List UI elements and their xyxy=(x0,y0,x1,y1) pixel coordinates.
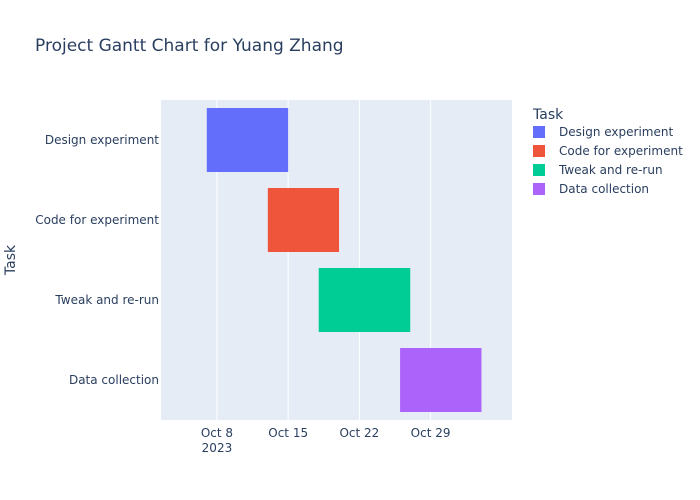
y-tick-label: Tweak and re-run xyxy=(54,293,159,307)
y-axis-title: Task xyxy=(3,244,19,276)
gantt-bar[interactable] xyxy=(206,108,289,172)
legend-title: Task xyxy=(532,107,564,123)
y-tick-label: Design experiment xyxy=(45,133,159,147)
chart-title: Project Gantt Chart for Yuang Zhang xyxy=(35,36,344,56)
legend-swatch[interactable] xyxy=(533,183,545,195)
legend-item-label[interactable]: Code for experiment xyxy=(559,144,683,158)
legend-swatch[interactable] xyxy=(533,126,545,138)
x-tick-label: Oct 29 xyxy=(411,426,451,440)
x-tick-label: Oct 15 xyxy=(268,426,308,440)
y-axis-ticks: Design experiment Code for experiment Twea… xyxy=(35,133,159,387)
x-tick-label: Oct 8 xyxy=(201,426,233,440)
x-tick-label: Oct 22 xyxy=(339,426,379,440)
legend-item-label[interactable]: Tweak and re-run xyxy=(558,163,663,177)
legend-swatch[interactable] xyxy=(533,164,545,176)
gantt-bar[interactable] xyxy=(318,268,411,332)
legend-item-label[interactable]: Data collection xyxy=(559,182,649,196)
gantt-bar[interactable] xyxy=(267,188,340,252)
y-tick-label: Code for experiment xyxy=(35,213,159,227)
legend-item-label[interactable]: Design experiment xyxy=(559,125,673,139)
gantt-bar[interactable] xyxy=(400,348,482,412)
legend-swatch[interactable] xyxy=(533,145,545,157)
bars xyxy=(206,108,482,412)
legend[interactable]: Design experiment Code for experiment Twea… xyxy=(533,125,683,196)
y-tick-label: Data collection xyxy=(69,373,159,387)
x-tick-sublabel: 2023 xyxy=(202,441,233,455)
